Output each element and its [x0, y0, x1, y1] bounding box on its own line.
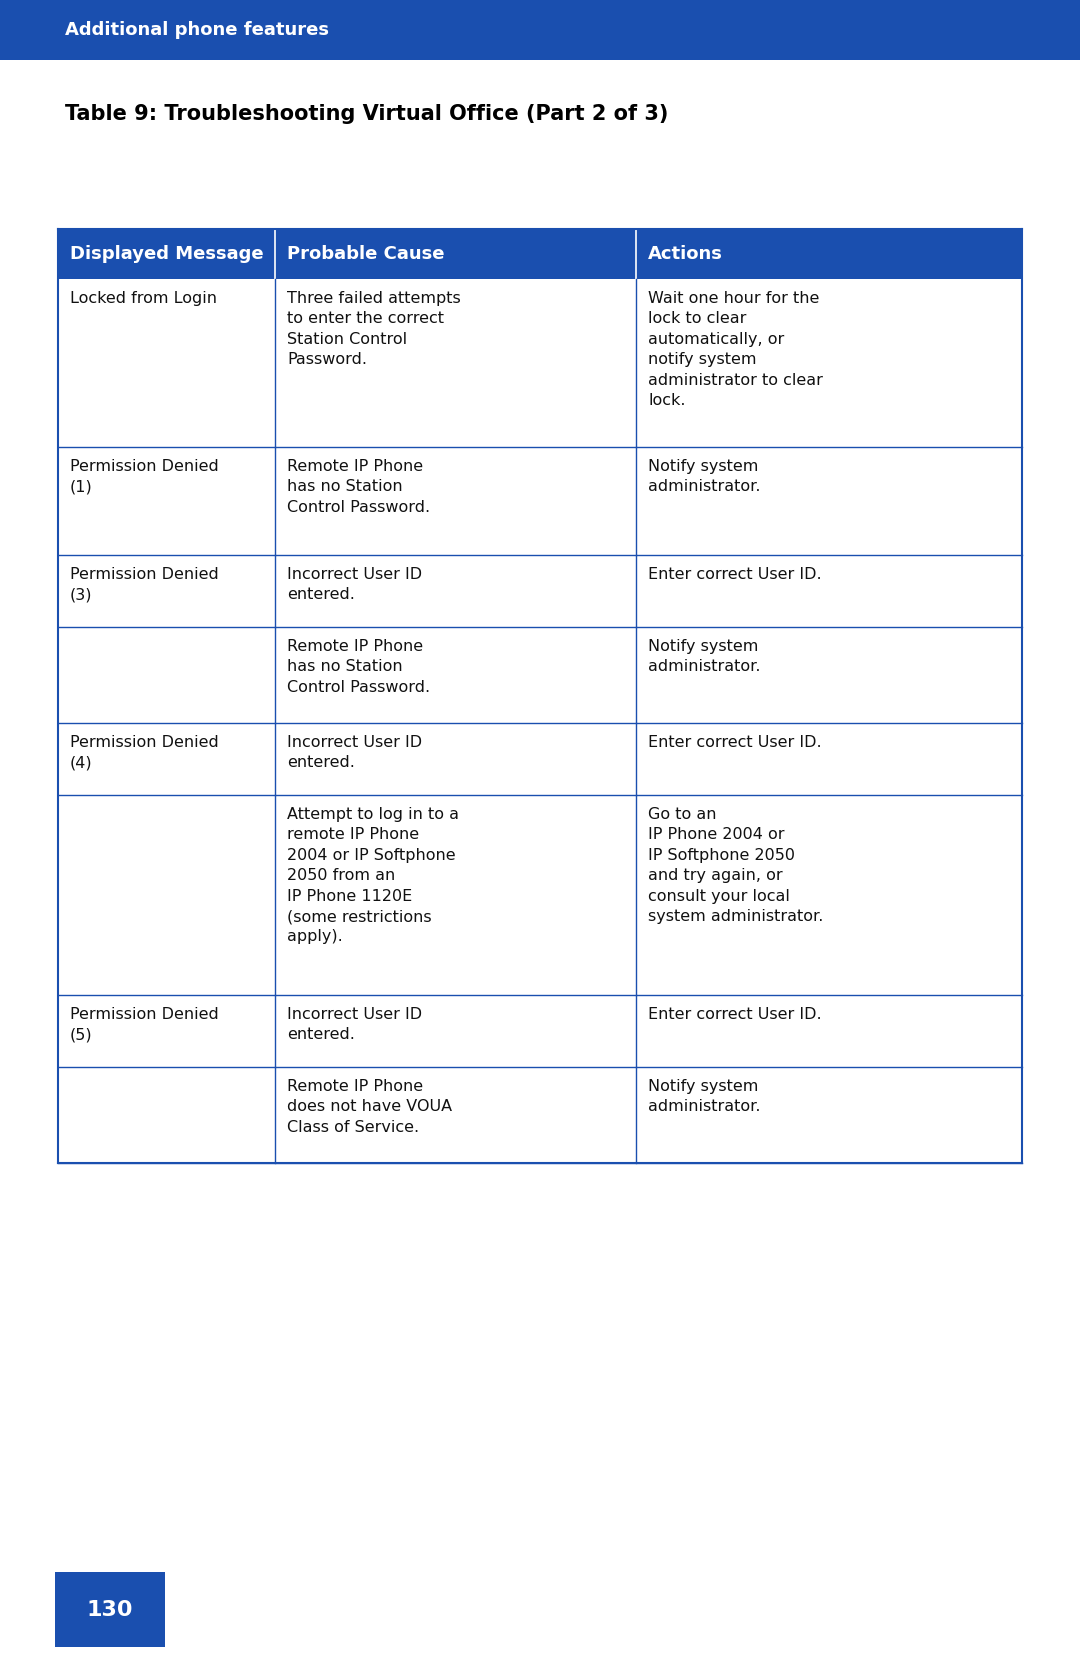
Text: Permission Denied
(1): Permission Denied (1) — [70, 459, 219, 494]
Text: Remote IP Phone
has no Station
Control Password.: Remote IP Phone has no Station Control P… — [287, 639, 430, 694]
Bar — [58, 794, 1022, 995]
Text: Incorrect User ID
entered.: Incorrect User ID entered. — [287, 567, 422, 603]
Text: Permission Denied
(5): Permission Denied (5) — [70, 1006, 219, 1043]
Text: Additional phone features: Additional phone features — [65, 22, 329, 38]
Text: Table 9: Troubleshooting Virtual Office (Part 2 of 3): Table 9: Troubleshooting Virtual Office … — [65, 103, 669, 124]
Bar — [0, 0, 1080, 60]
Text: Enter correct User ID.: Enter correct User ID. — [648, 1006, 822, 1021]
Bar — [58, 995, 1022, 1066]
Text: Incorrect User ID
entered.: Incorrect User ID entered. — [287, 734, 422, 771]
Bar — [58, 723, 1022, 794]
Text: Probable Cause: Probable Cause — [287, 245, 444, 264]
Text: Notify system
administrator.: Notify system administrator. — [648, 459, 761, 494]
Bar — [55, 1572, 165, 1647]
Bar — [58, 229, 1022, 279]
Text: Actions: Actions — [648, 245, 724, 264]
Text: Displayed Message: Displayed Message — [70, 245, 264, 264]
Text: Remote IP Phone
does not have VOUA
Class of Service.: Remote IP Phone does not have VOUA Class… — [287, 1078, 453, 1135]
Text: Enter correct User ID.: Enter correct User ID. — [648, 567, 822, 582]
Bar — [58, 447, 1022, 556]
Text: Locked from Login: Locked from Login — [70, 290, 217, 305]
Text: Go to an
IP Phone 2004 or
IP Softphone 2050
and try again, or
consult your local: Go to an IP Phone 2004 or IP Softphone 2… — [648, 808, 824, 925]
Bar — [58, 1066, 1022, 1163]
Text: Permission Denied
(3): Permission Denied (3) — [70, 567, 219, 603]
Text: Three failed attempts
to enter the correct
Station Control
Password.: Three failed attempts to enter the corre… — [287, 290, 461, 367]
Text: Enter correct User ID.: Enter correct User ID. — [648, 734, 822, 749]
Text: Wait one hour for the
lock to clear
automatically, or
notify system
administrato: Wait one hour for the lock to clear auto… — [648, 290, 823, 407]
Text: Permission Denied
(4): Permission Denied (4) — [70, 734, 219, 771]
Text: Notify system
administrator.: Notify system administrator. — [648, 1078, 761, 1115]
Text: Incorrect User ID
entered.: Incorrect User ID entered. — [287, 1006, 422, 1043]
Text: Notify system
administrator.: Notify system administrator. — [648, 639, 761, 674]
Bar — [58, 279, 1022, 447]
Text: Remote IP Phone
has no Station
Control Password.: Remote IP Phone has no Station Control P… — [287, 459, 430, 514]
Text: Attempt to log in to a
remote IP Phone
2004 or IP Softphone
2050 from an
IP Phon: Attempt to log in to a remote IP Phone 2… — [287, 808, 459, 945]
Bar — [58, 628, 1022, 723]
Bar — [58, 556, 1022, 628]
Text: 130: 130 — [86, 1599, 133, 1619]
